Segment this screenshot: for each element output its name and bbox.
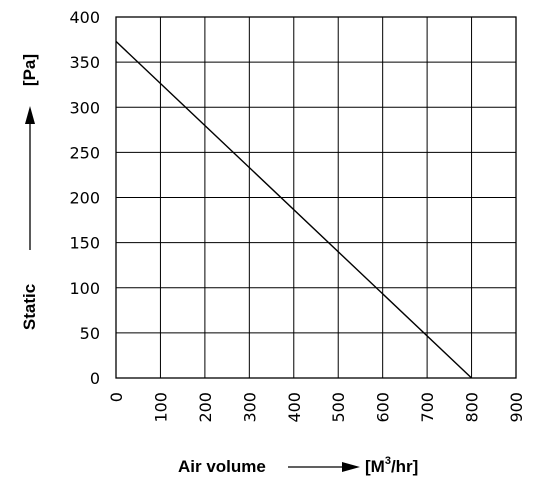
y-tick-label: 0 [90, 369, 100, 388]
y-axis-label: Static [20, 284, 39, 330]
x-tick-label: 500 [329, 392, 348, 423]
y-tick-label: 300 [69, 98, 100, 117]
x-axis-unit: [M3/hr] [365, 455, 418, 476]
y-tick-labels: 0 50 100 150 200 250 300 350 400 [69, 8, 100, 388]
y-tick-label: 100 [69, 279, 100, 298]
x-tick-label: 800 [463, 392, 482, 423]
y-tick-label: 400 [69, 8, 100, 27]
x-tick-label: 600 [374, 392, 393, 423]
x-tick-label: 0 [107, 392, 126, 402]
y-tick-label: 150 [69, 234, 100, 253]
series-line [115, 40, 473, 379]
y-tick-label: 350 [69, 53, 100, 72]
x-axis-label: Air volume [178, 457, 266, 476]
x-tick-label: 200 [196, 392, 215, 423]
x-tick-label: 300 [240, 392, 259, 423]
y-axis-arrowhead [25, 106, 35, 124]
x-axis-arrowhead [342, 462, 360, 472]
x-tick-labels: 0 100 200 300 400 500 600 700 800 900 [107, 392, 526, 423]
x-tick-label: 400 [285, 392, 304, 423]
x-tick-label: 700 [418, 392, 437, 423]
x-axis-unit-prefix: [M [365, 457, 385, 476]
y-tick-label: 50 [80, 324, 100, 343]
y-tick-label: 250 [69, 143, 100, 162]
y-tick-label: 200 [69, 189, 100, 208]
y-axis-unit: [Pa] [20, 54, 39, 86]
grid [115, 16, 517, 379]
x-tick-label: 100 [151, 392, 170, 423]
x-axis-label-group: Air volume [M3/hr] [178, 455, 418, 476]
plot-frame [115, 16, 517, 379]
x-axis-unit-suffix: /hr] [391, 457, 418, 476]
x-axis-unit-sup: 3 [385, 455, 391, 467]
series [115, 40, 473, 379]
x-tick-label: 900 [507, 392, 526, 423]
y-axis-label-group: Static [Pa] [20, 54, 39, 330]
